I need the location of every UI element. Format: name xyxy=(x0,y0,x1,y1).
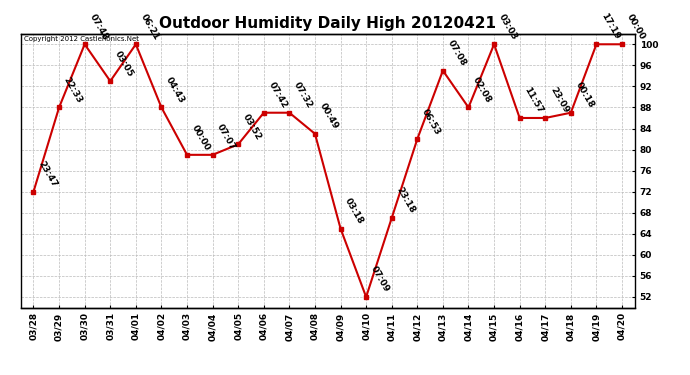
Text: 03:05: 03:05 xyxy=(113,49,135,78)
Text: 07:32: 07:32 xyxy=(292,81,314,110)
Text: 00:49: 00:49 xyxy=(317,102,340,131)
Text: 03:03: 03:03 xyxy=(497,12,519,42)
Text: 07:07: 07:07 xyxy=(215,123,237,152)
Text: 23:18: 23:18 xyxy=(395,186,417,215)
Text: 00:18: 00:18 xyxy=(573,81,595,110)
Text: 22:33: 22:33 xyxy=(62,75,84,105)
Text: 07:48: 07:48 xyxy=(88,12,110,42)
Text: 23:47: 23:47 xyxy=(37,159,59,189)
Title: Outdoor Humidity Daily High 20120421: Outdoor Humidity Daily High 20120421 xyxy=(159,16,496,31)
Text: 02:08: 02:08 xyxy=(471,76,493,105)
Text: 03:18: 03:18 xyxy=(344,196,366,226)
Text: 06:21: 06:21 xyxy=(139,12,161,42)
Text: 04:43: 04:43 xyxy=(164,75,186,105)
Text: 23:09: 23:09 xyxy=(548,86,570,115)
Text: 03:52: 03:52 xyxy=(241,112,263,141)
Text: 06:53: 06:53 xyxy=(420,107,442,136)
Text: 00:00: 00:00 xyxy=(190,123,212,152)
Text: 00:00: 00:00 xyxy=(624,13,647,42)
Text: 07:09: 07:09 xyxy=(369,265,391,294)
Text: 17:19: 17:19 xyxy=(599,12,622,42)
Text: 07:08: 07:08 xyxy=(446,39,468,68)
Text: Copyright 2012 CastleRonics.Net: Copyright 2012 CastleRonics.Net xyxy=(23,36,139,42)
Text: 11:57: 11:57 xyxy=(522,86,544,115)
Text: 07:42: 07:42 xyxy=(266,81,288,110)
